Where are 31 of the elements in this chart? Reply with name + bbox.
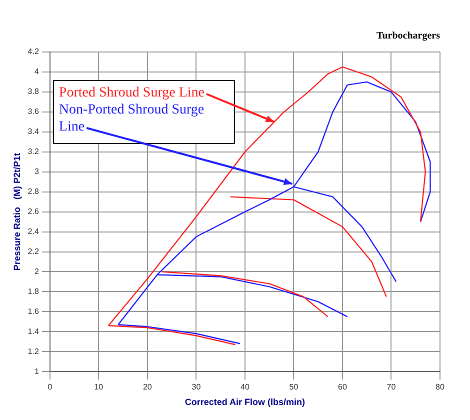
y-axis-title: Pressure Ratio (M) P2t/P1t bbox=[12, 153, 22, 271]
x-tick-label: 80 bbox=[436, 382, 445, 392]
chart-title: Turbochargers bbox=[376, 30, 440, 42]
x-tick-label: 60 bbox=[338, 382, 348, 392]
y-tick-label: 1.4 bbox=[28, 326, 40, 336]
x-tick-label: 70 bbox=[386, 382, 396, 392]
x-tick-label: 20 bbox=[142, 382, 152, 392]
x-tick-label: 0 bbox=[48, 382, 53, 392]
y-tick-label: 4.2 bbox=[28, 47, 40, 56]
y-tick-label: 2.8 bbox=[28, 187, 40, 196]
x-tick-label: 40 bbox=[240, 382, 250, 392]
y-tick-label: 1 bbox=[34, 366, 40, 376]
x-tick-label: 50 bbox=[289, 382, 299, 392]
y-tick-label: 4 bbox=[34, 67, 40, 76]
x-axis-title: Corrected Air Flow (lbs/min) bbox=[184, 397, 306, 408]
x-tick-label: 30 bbox=[192, 382, 202, 392]
y-tick-label: 3.4 bbox=[28, 127, 40, 136]
y-tick-label: 1.6 bbox=[28, 306, 40, 316]
annotation: Non-Ported Shroud Surge Line bbox=[58, 102, 204, 135]
y-tick-label: 2.2 bbox=[28, 246, 40, 256]
annotation: Ported Shroud Surge Line bbox=[58, 86, 204, 101]
y-tick-label: 3.2 bbox=[28, 147, 40, 156]
y-tick-label: 2.6 bbox=[28, 207, 40, 216]
y-tick-label: 1.8 bbox=[28, 286, 40, 296]
y-tick-label: 3.6 bbox=[28, 107, 40, 116]
y-tick-label: 3.8 bbox=[28, 87, 40, 96]
y-tick-label: 1.2 bbox=[28, 346, 40, 356]
y-tick-label: 2 bbox=[34, 266, 40, 276]
y-tick-label: 3 bbox=[34, 167, 40, 176]
y-tick-label: 2.4 bbox=[28, 226, 40, 236]
x-tick-label: 10 bbox=[94, 382, 104, 392]
